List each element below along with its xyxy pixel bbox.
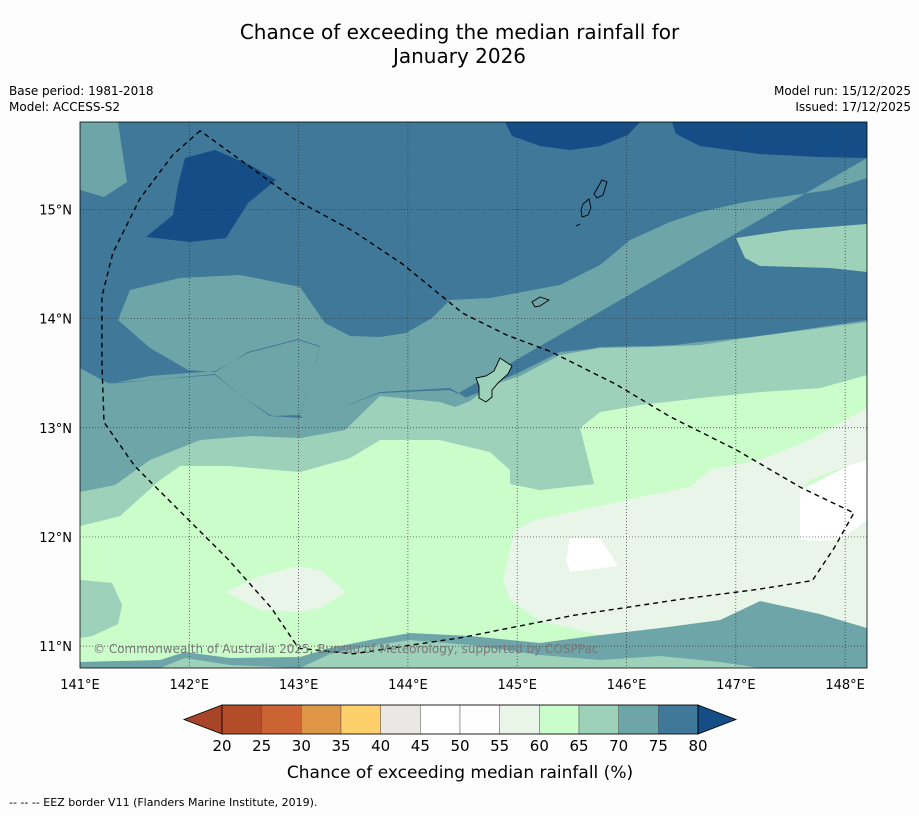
lat-label-15: 15°N <box>39 203 72 218</box>
island-guam <box>475 357 513 403</box>
lat-label-12: 12°N <box>39 531 72 546</box>
base-period-text: Base period: 1981-2018 <box>9 84 154 98</box>
contour-50-55-patch <box>566 538 618 572</box>
copyright-text: © Commonwealth of Australia 2025, Bureau… <box>93 642 598 656</box>
legend-tick-75: 75 <box>649 737 668 755</box>
legend-swatch-70 <box>618 704 659 735</box>
legend-swatch-25 <box>261 704 302 735</box>
island-saipan <box>593 179 608 199</box>
legend-swatch-30 <box>301 704 342 735</box>
lat-label-11: 11°N <box>39 640 72 655</box>
lon-label-142: 142°E <box>170 678 210 693</box>
island-tinian <box>580 198 592 218</box>
lon-label-143: 143°E <box>279 678 319 693</box>
contour-55-60-west <box>226 566 346 612</box>
legend-extend-low <box>182 704 223 735</box>
contour-65-70-northwest-edge <box>80 122 127 197</box>
longitude-labels: 141°E 142°E 143°E 144°E 145°E 146°E 147°E 148°E <box>60 678 865 693</box>
model-text: Model: ACCESS-S2 <box>9 100 121 114</box>
island-aguijan <box>575 223 581 227</box>
legend-swatch-65 <box>578 704 619 735</box>
legend-swatch-20 <box>221 704 262 735</box>
eez-border <box>101 130 855 655</box>
contour-55-60-southeast <box>503 408 867 635</box>
map-frame <box>79 121 868 669</box>
legend-tick-20: 20 <box>212 737 231 755</box>
contour-75-80-northwest <box>146 150 276 242</box>
legend-tick-30: 30 <box>292 737 311 755</box>
chart-title-line2: January 2026 <box>392 44 527 68</box>
chart-title: Chance of exceeding the median rainfall … <box>0 20 919 68</box>
contour-60-70-east-patch <box>736 224 867 272</box>
legend-tick-40: 40 <box>371 737 390 755</box>
contour-60-70-southwest <box>80 580 122 638</box>
legend-swatch-40 <box>380 704 421 735</box>
lon-label-147: 147°E <box>716 678 756 693</box>
legend-tick-80: 80 <box>688 737 707 755</box>
island-rota <box>531 296 551 308</box>
legend-swatch-50 <box>459 704 500 735</box>
latitude-labels: 11°N 12°N 13°N 14°N 15°N <box>39 203 72 655</box>
legend-tick-labels: 20 25 30 35 40 45 50 55 60 65 70 75 80 <box>212 737 707 755</box>
legend-tick-70: 70 <box>609 737 628 755</box>
legend-tick-35: 35 <box>331 737 350 755</box>
chart-title-line1: Chance of exceeding the median rainfall … <box>239 20 680 44</box>
legend-tick-45: 45 <box>411 737 430 755</box>
legend-frame <box>221 704 699 735</box>
legend-tick-60: 60 <box>530 737 549 755</box>
legend-tick-55: 55 <box>490 737 509 755</box>
contour-50-55-east <box>800 460 867 541</box>
lon-label-146: 146°E <box>607 678 647 693</box>
probability-contours <box>80 122 867 668</box>
legend-title: Chance of exceeding median rainfall (%) <box>287 763 633 783</box>
islands <box>475 179 608 403</box>
lat-label-13: 13°N <box>39 422 72 437</box>
legend-swatch-35 <box>340 704 381 735</box>
legend-colorbar <box>182 704 738 735</box>
legend-swatch-75 <box>658 704 699 735</box>
meta-right: Model run: 15/12/2025 Issued: 17/12/2025 <box>774 83 911 115</box>
lat-label-14: 14°N <box>39 313 72 328</box>
lon-label-141: 141°E <box>60 678 100 693</box>
contour-75-80-top-right <box>505 122 867 158</box>
model-run-text: Model run: 15/12/2025 <box>773 84 911 98</box>
issued-text: Issued: 17/12/2025 <box>795 100 911 114</box>
legend-extend-high <box>697 704 738 735</box>
legend-tick-25: 25 <box>252 737 271 755</box>
lon-label-144: 144°E <box>388 678 428 693</box>
legend-swatch-45 <box>420 704 461 735</box>
contour-60-70-south <box>80 640 760 668</box>
contour-60-70-band <box>80 322 867 526</box>
meta-left: Base period: 1981-2018 Model: ACCESS-S2 <box>9 83 154 115</box>
legend-swatch-55 <box>499 704 540 735</box>
lon-label-148: 148°E <box>825 678 865 693</box>
eez-footnote: -- -- -- EEZ border V11 (Flanders Marine… <box>9 796 318 809</box>
legend-swatch-60 <box>539 704 580 735</box>
lon-label-145: 145°E <box>497 678 537 693</box>
legend-tick-65: 65 <box>569 737 588 755</box>
legend-tick-50: 50 <box>450 737 469 755</box>
